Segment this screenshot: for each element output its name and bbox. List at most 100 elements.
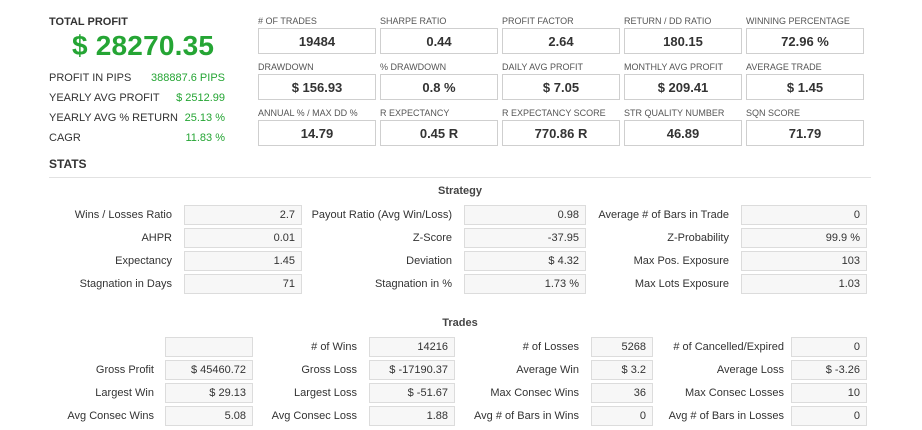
metric-value: 770.86 R (502, 120, 620, 146)
metric-label: R EXPECTANCY SCORE (502, 108, 606, 118)
trade-value: 1.88 (369, 406, 455, 426)
trade-value: $ -51.67 (369, 383, 455, 403)
stat-label: Max Lots Exposure (634, 278, 729, 290)
stat-label: AHPR (141, 232, 172, 244)
trade-value: 0 (791, 337, 867, 357)
trade-label: Max Consec Losses (684, 387, 784, 399)
metric-label: STR QUALITY NUMBER (624, 108, 725, 118)
trade-value: $ -17190.37 (369, 360, 455, 380)
metric-value: $ 7.05 (502, 74, 620, 100)
metric-label: R EXPECTANCY (380, 108, 450, 118)
metric-value: 14.79 (258, 120, 376, 146)
summary-label: PROFIT IN PIPS (49, 72, 132, 84)
summary-label: CAGR (49, 132, 81, 144)
trade-value: $ 29.13 (165, 383, 253, 403)
stat-value: 1.73 % (464, 274, 586, 294)
stat-value: 103 (741, 251, 867, 271)
trade-label: Gross Loss (301, 364, 357, 376)
stats-heading: STATS (49, 157, 87, 171)
trade-value: 5268 (591, 337, 653, 357)
trade-value: 0 (591, 406, 653, 426)
metric-value: 2.64 (502, 28, 620, 54)
trade-value: 10 (791, 383, 867, 403)
metric-value: 71.79 (746, 120, 864, 146)
metric-label: SQN SCORE (746, 108, 801, 118)
strategy-heading: Strategy (437, 185, 483, 197)
metric-value: 72.96 % (746, 28, 864, 54)
stat-label: Average # of Bars in Trade (598, 209, 729, 221)
summary-value: 25.13 % (184, 112, 225, 124)
trade-label: Avg Consec Wins (67, 410, 154, 422)
metric-label: DAILY AVG PROFIT (502, 62, 584, 72)
metric-label: # OF TRADES (258, 16, 317, 26)
total-profit-label: TOTAL PROFIT (49, 16, 128, 28)
summary-label: YEARLY AVG % RETURN (49, 112, 178, 124)
trade-value: 14216 (369, 337, 455, 357)
trade-label: # of Losses (522, 341, 579, 353)
metric-label: DRAWDOWN (258, 62, 314, 72)
trade-value: $ 3.2 (591, 360, 653, 380)
stat-label: Z-Probability (667, 232, 729, 244)
trade-label: Average Win (516, 364, 579, 376)
metric-value: $ 1.45 (746, 74, 864, 100)
stat-label: Z-Score (412, 232, 452, 244)
metric-label: RETURN / DD RATIO (624, 16, 712, 26)
summary-value: $ 2512.99 (176, 92, 225, 104)
summary-row-yearly-avg-return: YEARLY AVG % RETURN 25.13 % (49, 112, 225, 124)
stat-label: Expectancy (115, 255, 172, 267)
metric-label: SHARPE RATIO (380, 16, 447, 26)
metric-label: ANNUAL % / MAX DD % (258, 108, 358, 118)
trade-value: 5.08 (165, 406, 253, 426)
trade-value: $ -3.26 (791, 360, 867, 380)
stat-value: 0.01 (184, 228, 302, 248)
stat-label: Stagnation in Days (79, 278, 172, 290)
stat-value: 0 (741, 205, 867, 225)
stat-value: 1.45 (184, 251, 302, 271)
metric-value: 0.45 R (380, 120, 498, 146)
trade-label: Avg # of Bars in Losses (668, 410, 784, 422)
metric-value: 180.15 (624, 28, 742, 54)
trade-label: Average Loss (716, 364, 784, 376)
trade-label: Largest Loss (294, 387, 357, 399)
stat-label: Payout Ratio (Avg Win/Loss) (311, 209, 452, 221)
stat-value: 1.03 (741, 274, 867, 294)
stat-value: 71 (184, 274, 302, 294)
trade-label: # of Cancelled/Expired (673, 341, 784, 353)
trade-label: Avg Consec Loss (271, 410, 357, 422)
metric-value: 19484 (258, 28, 376, 54)
metric-value: 46.89 (624, 120, 742, 146)
metric-value: $ 156.93 (258, 74, 376, 100)
divider (49, 177, 871, 178)
trade-label: Gross Profit (95, 364, 154, 376)
trade-value: 36 (591, 383, 653, 403)
stat-label: Deviation (406, 255, 452, 267)
summary-label: YEARLY AVG PROFIT (49, 92, 160, 104)
summary-value: 388887.6 PIPS (150, 72, 225, 84)
stat-label: Max Pos. Exposure (633, 255, 729, 267)
stat-label: Wins / Losses Ratio (74, 209, 172, 221)
trade-value (165, 337, 253, 357)
stat-value: 2.7 (184, 205, 302, 225)
trade-value: 0 (791, 406, 867, 426)
trade-label: Largest Win (95, 387, 154, 399)
metric-label: WINNING PERCENTAGE (746, 16, 850, 26)
metric-label: PROFIT FACTOR (502, 16, 574, 26)
trade-label: Max Consec Wins (490, 387, 579, 399)
stat-value: $ 4.32 (464, 251, 586, 271)
metric-label: MONTHLY AVG PROFIT (624, 62, 724, 72)
stat-label: Stagnation in % (374, 278, 452, 290)
summary-row-profit-pips: PROFIT IN PIPS 388887.6 PIPS (49, 72, 225, 84)
metric-value: 0.44 (380, 28, 498, 54)
trade-value: $ 45460.72 (165, 360, 253, 380)
stat-value: -37.95 (464, 228, 586, 248)
summary-row-cagr: CAGR 11.83 % (49, 132, 225, 144)
metric-label: % DRAWDOWN (380, 62, 447, 72)
total-profit-value: $ 28270.35 (72, 30, 215, 61)
stat-value: 0.98 (464, 205, 586, 225)
trade-label: Avg # of Bars in Wins (474, 410, 579, 422)
summary-value: 11.83 % (185, 132, 225, 144)
summary-row-yearly-avg-profit: YEARLY AVG PROFIT $ 2512.99 (49, 92, 225, 104)
stat-value: 99.9 % (741, 228, 867, 248)
metric-label: AVERAGE TRADE (746, 62, 822, 72)
metric-value: 0.8 % (380, 74, 498, 100)
